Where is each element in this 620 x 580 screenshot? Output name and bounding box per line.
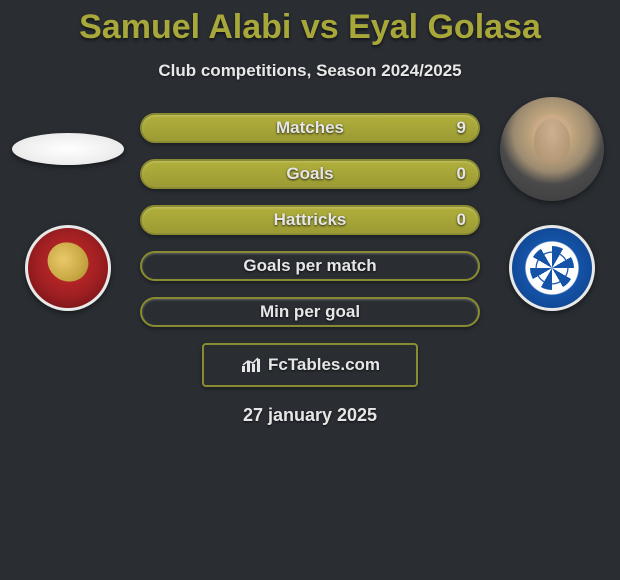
page-title: Samuel Alabi vs Eyal Golasa	[0, 0, 620, 47]
left-player-column	[8, 97, 128, 311]
stat-label: Matches	[276, 118, 344, 138]
stat-row-goals: Goals 0	[140, 159, 480, 189]
subtitle: Club competitions, Season 2024/2025	[0, 61, 620, 81]
stat-bars: Matches 9 Goals 0 Hattricks 0 Goals per …	[140, 113, 480, 327]
left-club-badge	[25, 225, 111, 311]
right-player-avatar	[500, 97, 604, 201]
stat-row-hattricks: Hattricks 0	[140, 205, 480, 235]
stat-label: Hattricks	[274, 210, 347, 230]
left-player-avatar	[12, 133, 124, 165]
stat-label: Goals per match	[243, 256, 376, 276]
watermark: FcTables.com	[202, 343, 418, 387]
stat-label: Goals	[286, 164, 333, 184]
stat-label: Min per goal	[260, 302, 360, 322]
stat-row-min-per-goal: Min per goal	[140, 297, 480, 327]
comparison-content: Matches 9 Goals 0 Hattricks 0 Goals per …	[0, 113, 620, 426]
watermark-text: FcTables.com	[268, 355, 380, 375]
stat-value-right: 9	[457, 118, 466, 138]
stat-value-right: 0	[457, 164, 466, 184]
stat-value-right: 0	[457, 210, 466, 230]
stat-row-goals-per-match: Goals per match	[140, 251, 480, 281]
stat-row-matches: Matches 9	[140, 113, 480, 143]
date-text: 27 january 2025	[0, 405, 620, 426]
right-player-column	[492, 97, 612, 311]
right-club-badge	[509, 225, 595, 311]
bar-chart-icon	[240, 356, 262, 374]
